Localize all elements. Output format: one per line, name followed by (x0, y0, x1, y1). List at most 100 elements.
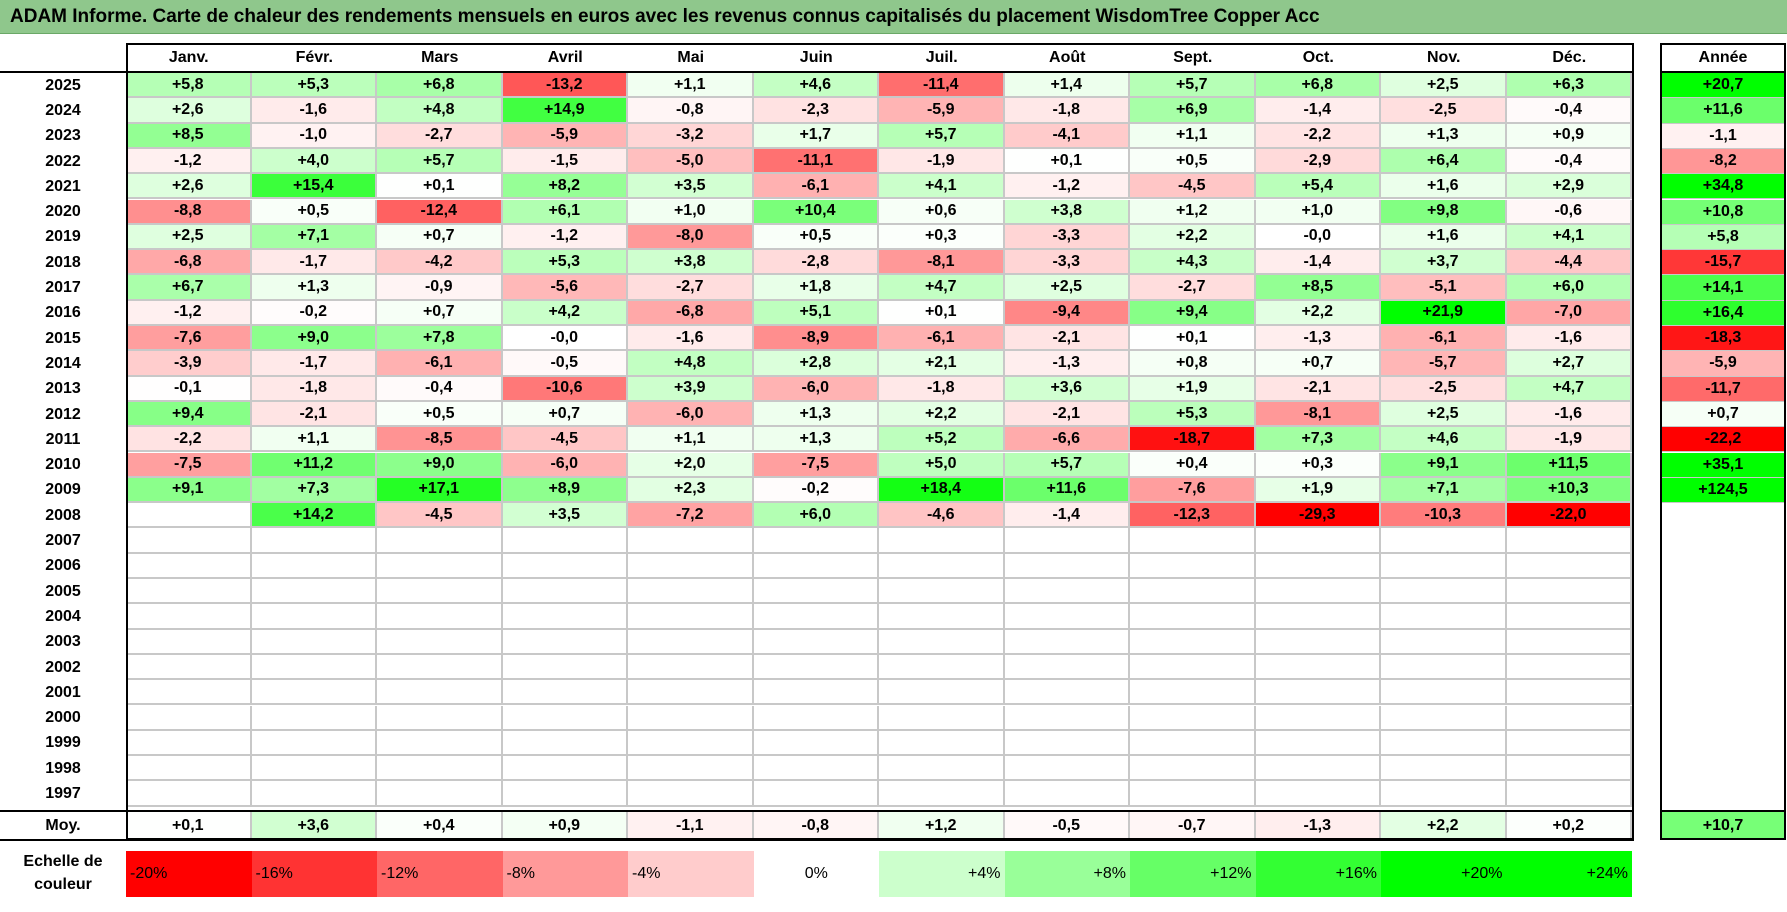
color-scale-label: Echelle de couleur (23, 853, 103, 893)
heatmap-cell: -1,6 (1506, 401, 1632, 428)
heatmap-cell: -0,9 (377, 275, 503, 301)
heatmap-cell (1130, 730, 1256, 757)
heatmap-cell: -1,7 (251, 351, 377, 377)
heatmap-cell: +2,5 (1381, 73, 1507, 99)
heatmap-cell: +5,1 (753, 300, 879, 326)
heatmap-cell (1004, 604, 1130, 630)
heatmap-cell (1130, 629, 1256, 655)
heatmap-cell (628, 579, 754, 605)
heatmap-cell: -8,0 (628, 224, 754, 251)
year-label: 2002 (45, 658, 81, 676)
heatmap-cell: -12,4 (377, 199, 503, 225)
heatmap-cell: -7,5 (753, 452, 879, 478)
heatmap-cell: +4,3 (1130, 250, 1256, 276)
average-cell: +1,2 (879, 812, 1005, 840)
heatmap-cell: +5,2 (879, 427, 1005, 453)
year-label: 2017 (45, 279, 81, 297)
heatmap-cell: -8,1 (879, 250, 1005, 276)
annual-cell (1660, 730, 1786, 757)
heatmap-cell: +6,4 (1381, 148, 1507, 175)
heatmap-cell (1130, 756, 1256, 782)
heatmap-cell: +1,4 (1004, 73, 1130, 99)
heatmap-cell (1130, 553, 1256, 579)
annual-cell (1660, 503, 1786, 529)
heatmap-cell (1381, 579, 1507, 605)
heatmap-cell (1506, 705, 1632, 731)
heatmap-cell: +5,0 (879, 452, 1005, 478)
heatmap-cell (753, 730, 879, 757)
color-scale-swatch: -16% (251, 851, 377, 897)
heatmap-cell (1381, 654, 1507, 681)
heatmap-cell (1255, 756, 1381, 782)
heatmap-cell (1255, 629, 1381, 655)
heatmap-cell: +2,8 (753, 351, 879, 377)
heatmap-cell (879, 629, 1005, 655)
heatmap-cell: +4,7 (879, 275, 1005, 301)
heatmap-cell: +2,6 (126, 174, 252, 200)
heatmap-cell (1255, 528, 1381, 554)
heatmap-cell (628, 604, 754, 630)
heatmap-cell (126, 579, 252, 605)
heatmap-cell: +2,1 (879, 351, 1005, 377)
heatmap-cell: +0,1 (1130, 326, 1256, 352)
heatmap-cell: -6,1 (879, 326, 1005, 352)
annual-cell: +11,6 (1660, 98, 1786, 124)
heatmap-cell: +6,3 (1506, 73, 1632, 99)
heatmap-cell: +5,7 (879, 123, 1005, 149)
year-header: Année (1698, 49, 1748, 66)
heatmap-cell: -1,4 (1255, 98, 1381, 124)
heatmap-cell: -5,7 (1381, 351, 1507, 377)
heatmap-cell: -2,7 (377, 123, 503, 149)
heatmap-cell: +7,1 (1381, 477, 1507, 504)
heatmap-cell: -4,5 (377, 503, 503, 529)
heatmap-cell: -2,5 (1381, 98, 1507, 124)
average-separator-annual (1660, 810, 1786, 812)
annual-cell: +5,8 (1660, 224, 1786, 251)
heatmap-cell: +4,8 (377, 98, 503, 124)
heatmap-cell: +0,7 (502, 401, 628, 428)
heatmap-cell: +9,8 (1381, 199, 1507, 225)
heatmap-cell (628, 553, 754, 579)
heatmap-cell: +1,2 (1130, 199, 1256, 225)
year-label: 2019 (45, 228, 81, 246)
heatmap-cell (251, 680, 377, 706)
month-header: Juil. (925, 49, 958, 66)
heatmap-cell (251, 756, 377, 782)
heatmap-cell (126, 730, 252, 757)
heatmap-cell (251, 579, 377, 605)
heatmap-cell (1506, 604, 1632, 630)
month-header: Mai (677, 49, 705, 66)
heatmap-cell: +0,1 (879, 300, 1005, 326)
heatmap-cell: -7,0 (1506, 300, 1632, 326)
heatmap-cell (1130, 579, 1256, 605)
heatmap-cell: -0,0 (1255, 224, 1381, 251)
average-cell: +0,4 (377, 812, 503, 840)
heatmap-cell: +11,5 (1506, 452, 1632, 478)
heatmap-cell (628, 528, 754, 554)
heatmap-cell: +10,4 (753, 199, 879, 225)
heatmap-cell (1381, 553, 1507, 579)
heatmap-cell: +3,5 (502, 503, 628, 529)
heatmap-cell (1255, 730, 1381, 757)
average-bottom-line (0, 839, 1634, 841)
heatmap-cell (126, 503, 252, 529)
annual-cell: -8,2 (1660, 148, 1786, 175)
color-scale-swatch: -4% (628, 851, 754, 897)
heatmap-cell: +9,1 (126, 477, 252, 504)
heatmap-cell: +2,3 (628, 477, 754, 504)
header-separator-annual (1660, 71, 1786, 73)
heatmap-cell: +2,5 (126, 224, 252, 251)
heatmap-cell (251, 730, 377, 757)
color-scale-swatch: -20% (126, 851, 252, 897)
heatmap-cell: -5,0 (628, 148, 754, 175)
heatmap-cell (502, 654, 628, 681)
average-cell: +0,2 (1506, 812, 1632, 840)
annual-cell: +10,8 (1660, 199, 1786, 225)
heatmap-cell (1506, 553, 1632, 579)
heatmap-cell: -2,3 (753, 98, 879, 124)
heatmap-cell: +2,9 (1506, 174, 1632, 200)
heatmap-cell (502, 528, 628, 554)
heatmap-cell: +21,9 (1381, 300, 1507, 326)
heatmap-cell: -6,6 (1004, 427, 1130, 453)
heatmap-cell: +0,7 (377, 300, 503, 326)
